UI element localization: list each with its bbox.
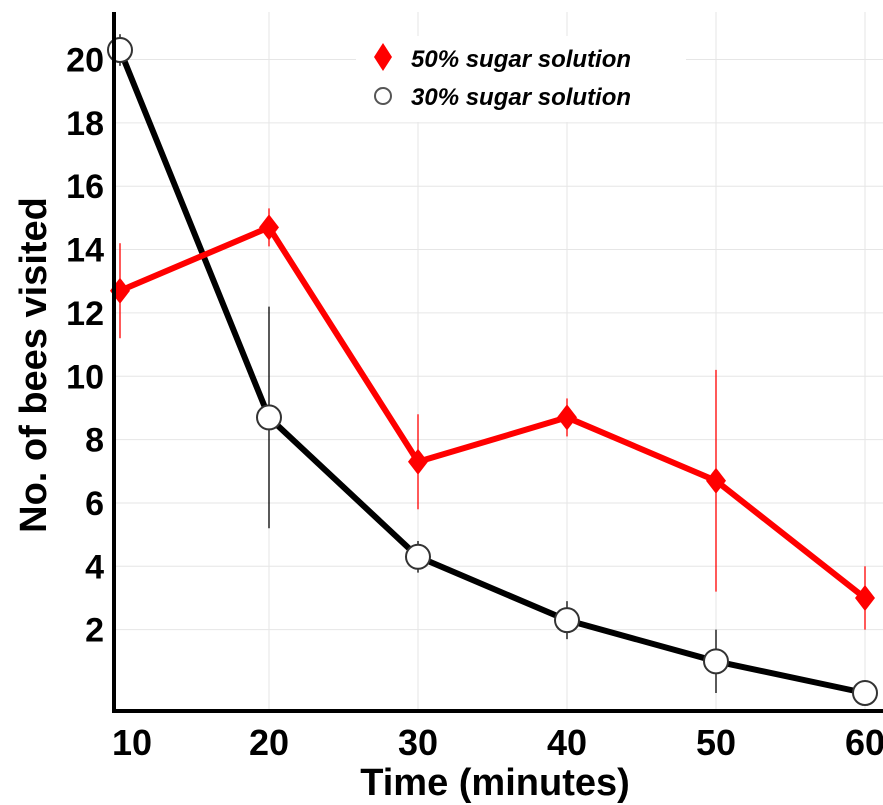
data-point-50 xyxy=(259,214,279,241)
y-tick-labels: 2 4 6 8 10 12 14 16 18 20 xyxy=(66,42,104,650)
legend-box xyxy=(356,36,686,122)
data-point-30 xyxy=(703,648,729,675)
y-tick-label: 6 xyxy=(85,485,104,523)
y-tick-label: 14 xyxy=(66,232,104,270)
series-line-30 xyxy=(117,48,866,696)
x-tick-label: 30 xyxy=(398,722,438,763)
data-point-50 xyxy=(855,584,875,611)
x-axis-title: Time (minutes) xyxy=(360,762,630,804)
y-tick-label: 2 xyxy=(85,612,104,650)
series-markers xyxy=(107,37,878,706)
legend: 50% sugar solution 30% sugar solution xyxy=(356,36,686,122)
data-point-30 xyxy=(256,404,282,431)
legend-marker-30 xyxy=(374,87,392,105)
data-point-30 xyxy=(405,543,431,570)
x-tick-label: 50 xyxy=(696,722,736,763)
legend-label-50: 50% sugar solution xyxy=(411,46,631,73)
x-tick-label: 20 xyxy=(249,722,289,763)
y-tick-label: 8 xyxy=(85,422,104,460)
y-tick-label: 10 xyxy=(66,358,104,396)
x-tick-label: 10 xyxy=(112,722,152,763)
y-tick-label: 12 xyxy=(66,295,104,333)
data-point-30 xyxy=(107,37,133,64)
data-point-30 xyxy=(852,680,878,706)
data-point-50 xyxy=(408,448,428,475)
y-tick-label: 4 xyxy=(85,548,104,586)
y-axis-title: No. of bees visited xyxy=(13,197,55,533)
series-line-50 xyxy=(118,224,867,601)
grid xyxy=(116,12,883,709)
legend-marker-50 xyxy=(374,43,392,71)
series-lines xyxy=(117,48,867,696)
x-tick-labels: 10 20 30 40 50 60 xyxy=(112,722,883,763)
data-point-50 xyxy=(706,467,726,494)
error-bars xyxy=(119,34,866,703)
x-tick-label: 40 xyxy=(547,722,587,763)
legend-label-30: 30% sugar solution xyxy=(411,84,631,111)
data-point-50 xyxy=(557,404,577,431)
y-tick-label: 20 xyxy=(66,42,104,80)
x-tick-label: 60 xyxy=(845,722,883,763)
y-tick-label: 16 xyxy=(66,168,104,206)
y-tick-label: 18 xyxy=(66,105,104,143)
data-point-30 xyxy=(554,607,580,634)
